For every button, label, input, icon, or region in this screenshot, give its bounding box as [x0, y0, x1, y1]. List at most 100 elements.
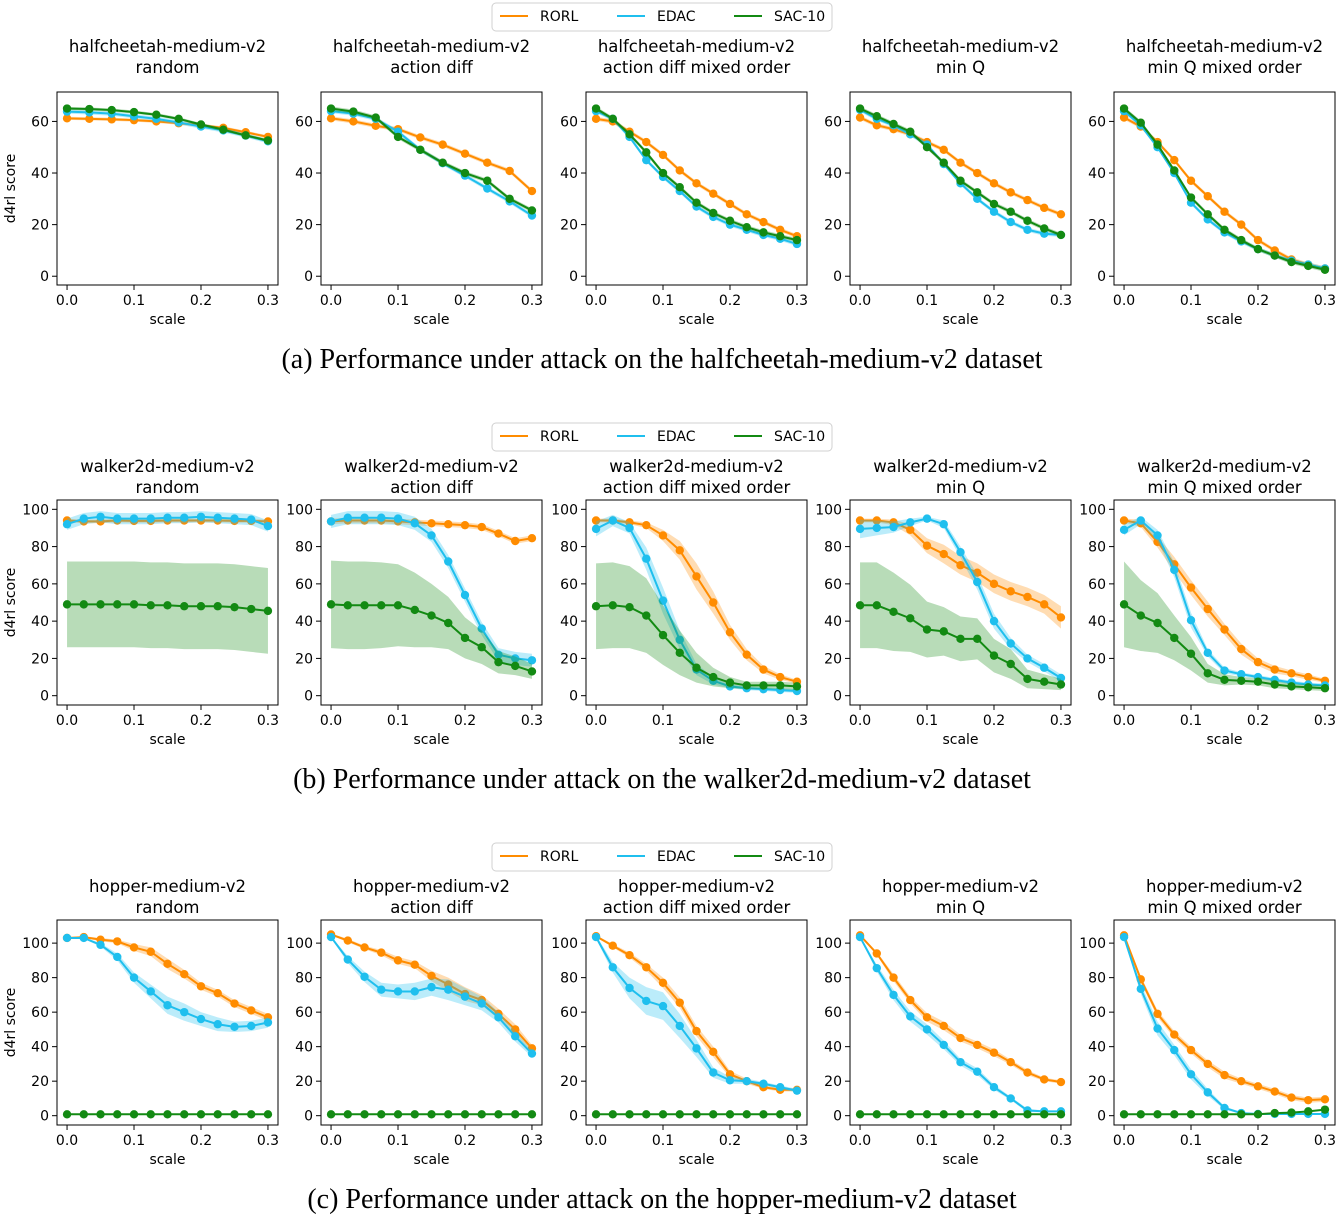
series-line-edac: [595, 936, 798, 1092]
point-edac-3: [113, 514, 122, 523]
series-line-rorl: [330, 117, 533, 192]
point-edac-2: [360, 972, 369, 981]
x-tick-label: 0.1: [123, 1133, 145, 1149]
x-tick-label: 0.1: [916, 1133, 938, 1149]
point-rorl-11: [1304, 672, 1313, 682]
panel-halfcheetah-2: halfcheetah-medium-v2 action diff 0.0 0.1 0.…: [295, 37, 543, 328]
point-rorl-1: [85, 114, 94, 124]
panel-title-line2: min Q mixed order: [1147, 478, 1302, 497]
point-rorl-11: [1304, 1095, 1313, 1105]
panel-title-line2: action diff mixed order: [603, 478, 791, 497]
x-tick-label: 0.0: [849, 293, 871, 309]
point-sac-10-11: [1040, 677, 1049, 686]
x-tick-label: 0.0: [849, 713, 871, 729]
point-sac-10-0: [1119, 600, 1129, 609]
legend-label-edac: EDAC: [657, 849, 696, 865]
point-rorl-10: [1287, 669, 1296, 678]
point-edac-0: [326, 932, 336, 942]
point-sac-10-6: [427, 1110, 436, 1119]
panel-walker2d-5: walker2d-medium-v2 min Q mixed order 0.0 0.…: [1079, 457, 1336, 748]
point-rorl-0: [855, 113, 865, 122]
x-tick-label: 0.1: [1180, 1133, 1202, 1149]
y-tick-label: 20: [824, 1074, 842, 1090]
y-tick-label: 0: [304, 1109, 313, 1125]
point-sac-10-1: [79, 1110, 88, 1119]
point-rorl-7: [180, 969, 189, 979]
point-sac-10-1: [85, 104, 94, 114]
point-sac-10-3: [113, 1110, 122, 1119]
y-tick-label: 40: [560, 166, 578, 182]
point-edac-12: [263, 521, 273, 531]
point-rorl-4: [416, 133, 425, 142]
point-rorl-8: [460, 520, 470, 530]
point-edac-11: [511, 654, 520, 663]
point-sac-10-12: [527, 1110, 537, 1119]
point-rorl-1: [872, 516, 881, 525]
series-line-rorl: [595, 935, 797, 1091]
point-sac-10-11: [1304, 683, 1313, 692]
point-edac-3: [906, 518, 915, 527]
plot-area: [326, 511, 537, 679]
point-sac-10-11: [247, 1110, 256, 1119]
y-tick-label: 20: [31, 1074, 49, 1090]
point-edac-1: [872, 523, 881, 533]
x-tick-label: 0.0: [56, 293, 78, 309]
x-tick-label: 0.1: [1180, 293, 1202, 309]
axes-frame: [56, 919, 279, 1126]
point-edac-0: [591, 524, 601, 534]
x-tick-label: 0.2: [190, 293, 212, 309]
legend: RORL EDAC SAC-10: [491, 422, 833, 452]
point-sac-10-7: [709, 1110, 718, 1119]
y-tick-label: 0: [569, 1109, 578, 1125]
point-sac-10-6: [956, 176, 965, 185]
point-sac-10-0: [62, 104, 72, 113]
point-sac-10-3: [129, 107, 139, 117]
band-rorl: [860, 518, 1061, 629]
x-tick-label: 0.3: [257, 1133, 279, 1149]
point-edac-7: [180, 1007, 189, 1017]
y-tick-label: 60: [1088, 114, 1106, 130]
point-sac-10-8: [460, 1110, 470, 1119]
y-tick-label: 40: [560, 614, 578, 630]
y-tick-label: 40: [1088, 614, 1106, 630]
x-tick-label: 0.1: [916, 713, 938, 729]
point-rorl-12: [1320, 1095, 1330, 1104]
point-sac-10-3: [1170, 1110, 1179, 1119]
y-tick-label: 100: [286, 936, 313, 952]
plot-area: [62, 932, 273, 1119]
axes-frame: [585, 499, 808, 706]
legend: RORL EDAC SAC-10: [491, 842, 833, 872]
band-edac: [67, 937, 268, 1032]
point-sac-10-7: [973, 188, 982, 197]
point-sac-10-3: [377, 1110, 386, 1119]
series-line-edac: [859, 936, 1061, 1113]
band-sac-10: [1124, 561, 1325, 692]
point-rorl-3: [113, 937, 122, 946]
point-sac-10-11: [1304, 261, 1313, 271]
point-sac-10-10: [1023, 1110, 1032, 1119]
point-sac-10-5: [675, 648, 684, 658]
panel-hopper-4: hopper-medium-v2 min Q 0.0 0.1 0.2 0.3 scale 0 2…: [815, 877, 1072, 1168]
point-sac-10-12: [1320, 684, 1330, 693]
point-rorl-5: [146, 947, 155, 956]
point-sac-10-6: [427, 611, 436, 620]
x-tick-label: 0.2: [1247, 713, 1269, 729]
point-rorl-12: [1056, 1077, 1066, 1087]
point-edac-5: [939, 1040, 948, 1050]
point-rorl-3: [1170, 155, 1179, 165]
point-sac-10-3: [906, 614, 915, 623]
y-tick-label: 40: [295, 614, 313, 630]
panel-title-line2: random: [136, 898, 200, 917]
point-rorl-8: [725, 1070, 735, 1079]
point-sac-10-2: [371, 113, 380, 122]
panel-halfcheetah-3: halfcheetah-medium-v2 action diff mixed o…: [560, 37, 808, 328]
y-tick-label: 20: [560, 651, 578, 667]
point-edac-4: [922, 1025, 932, 1034]
point-rorl-7: [709, 598, 718, 607]
panel-title-line2: action diff: [390, 478, 473, 497]
y-tick-label: 20: [31, 218, 49, 234]
point-sac-10-12: [1056, 1110, 1066, 1119]
point-sac-10-12: [1056, 230, 1066, 240]
y-tick-label: 0: [40, 689, 49, 705]
legend-frame: [491, 842, 833, 872]
